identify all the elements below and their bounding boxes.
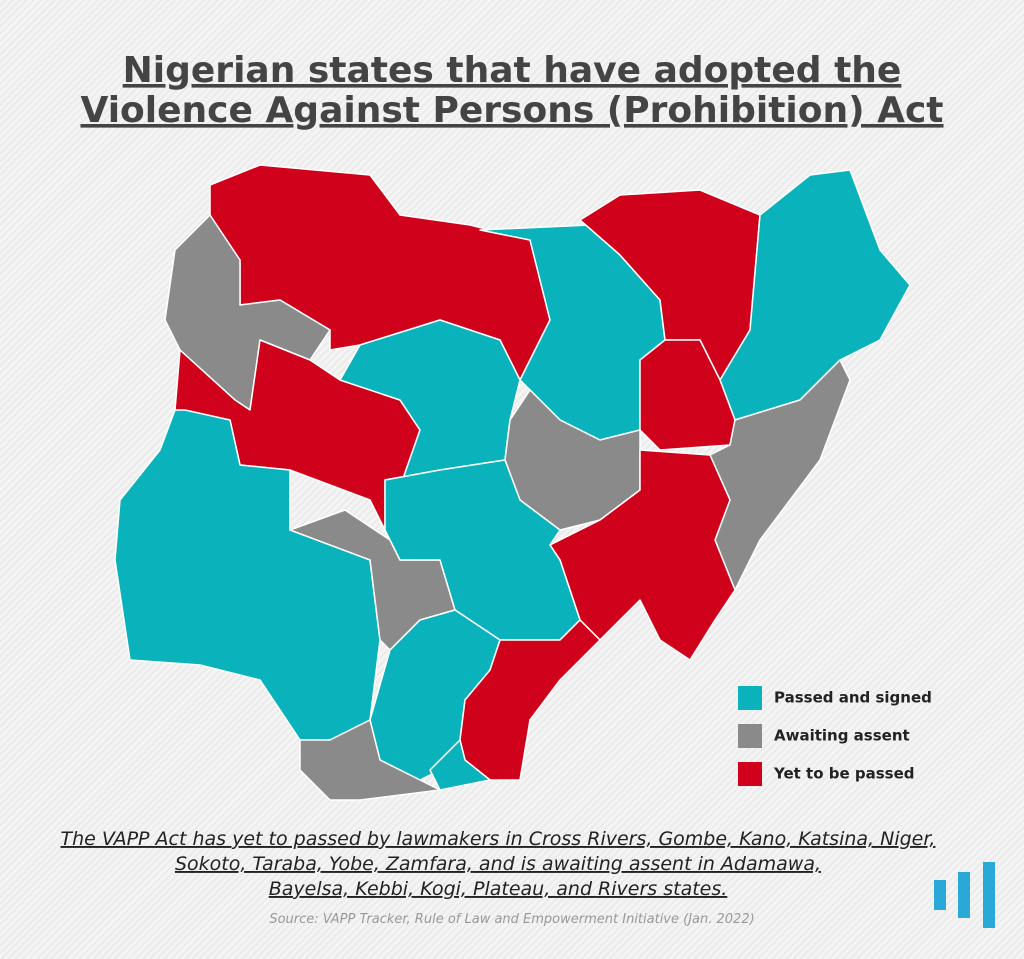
caption-line: The VAPP Act has yet to passed by lawmak… [61,828,936,850]
legend-swatch [738,686,762,710]
title-line: Violence Against Persons (Prohibition) A… [80,90,943,131]
state-region [709,359,851,591]
state-region [384,459,581,641]
legend-swatch [738,724,762,748]
legend-label: Awaiting assent [774,727,910,745]
state-region [429,739,491,791]
legend-label: Yet to be passed [773,765,915,783]
caption-line: Sokoto, Taraba, Yobe, Zamfara, and is aw… [175,853,821,875]
caption-line: Bayelsa, Kebbi, Kogi, Plateau, and River… [269,878,728,900]
title-line: Nigerian states that have adopted the [123,50,902,91]
state-region [459,619,601,781]
state-region [549,449,736,661]
state-region [719,169,911,421]
source: Source: VAPP Tracker, Rule of Law and Em… [269,912,754,927]
legend-label: Passed and signed [774,689,932,707]
legend-swatch [738,762,762,786]
state-region [299,719,441,801]
logo [934,862,995,928]
map [114,164,911,801]
legend: Passed and signed Awaiting assent Yet to b… [738,686,932,786]
